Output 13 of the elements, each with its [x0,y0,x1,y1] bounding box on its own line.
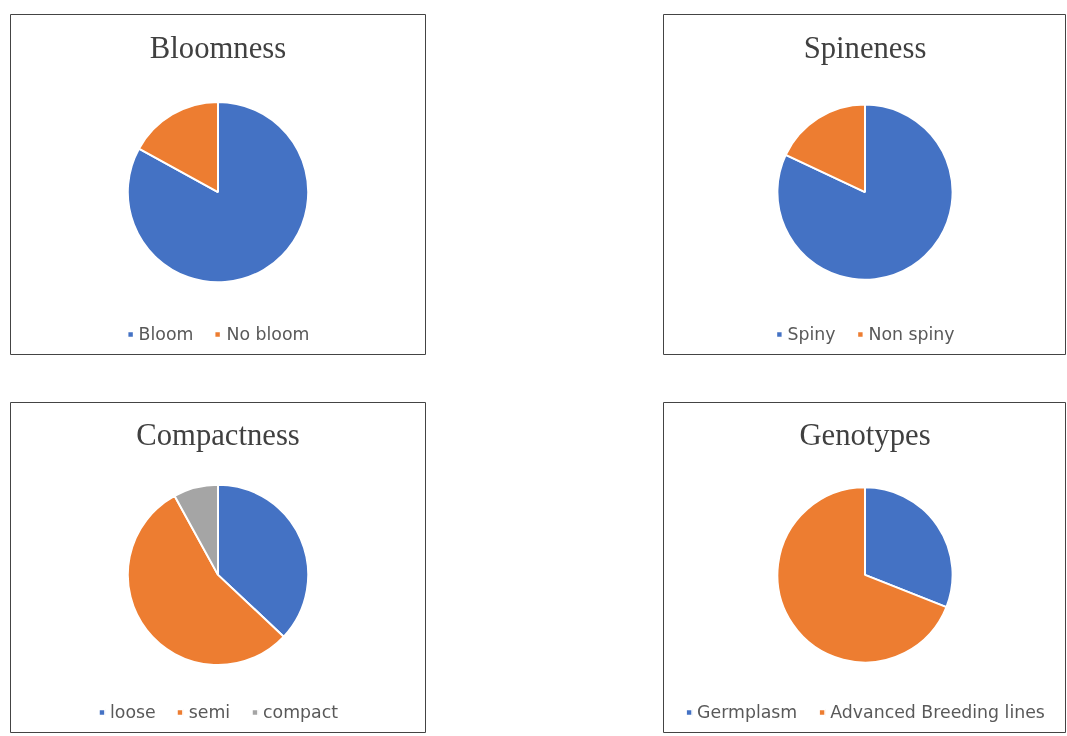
legend-label: Non spiny [868,324,955,344]
legend-label: loose [109,702,156,722]
legend-label: Germplasm [697,702,798,722]
legend-label: Bloom [138,324,194,344]
legend-label: Spiny [787,324,836,344]
legend-label: No bloom [226,324,310,344]
chart-title: Genotypes [799,417,931,452]
legend-label: semi [188,702,231,722]
chart-title: Compactness [136,417,300,452]
legend-label: compact [263,702,339,722]
chart-title: Bloomness [149,31,287,66]
chart-title: Spineness [803,31,927,66]
legend-label: Advanced Breeding lines [830,702,1045,722]
